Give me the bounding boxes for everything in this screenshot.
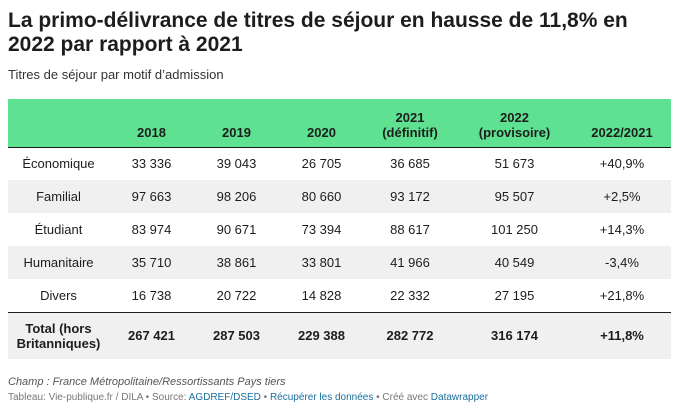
table-cell: 80 660	[279, 180, 364, 213]
table-cell: 93 172	[364, 180, 456, 213]
header-cell: 2021 (définitif)	[364, 99, 456, 148]
table-row: Divers 16 738 20 722 14 828 22 332 27 195 +21,…	[8, 279, 671, 312]
header-cell: 2022 (provisoire)	[456, 99, 573, 148]
table-row: Humanitaire 35 710 38 861 33 801 41 966 40 54…	[8, 246, 671, 279]
table-cell: 41 966	[364, 246, 456, 279]
table-cell: +21,8%	[599, 287, 645, 303]
header-row: 2018 2019 2020 2021 (définitif) 2022 (provis…	[8, 99, 671, 148]
footer-separator: •	[260, 392, 270, 403]
download-data-link[interactable]: Récupérer les données	[269, 392, 374, 403]
footer-prefix: Tableau: Vie-publique.fr / DILA • Source…	[8, 392, 189, 403]
page-subtitle: Titres de séjour par motif d’admission	[8, 67, 224, 82]
row-label: Humanitaire	[8, 246, 109, 279]
table-cell: 33 336	[131, 156, 172, 172]
table-row: Familial 97 663 98 206 80 660 93 172 95 507 +2…	[8, 180, 671, 213]
table-cell: 97 663	[109, 180, 194, 213]
datawrapper-link[interactable]: Datawrapper	[430, 392, 489, 403]
table-cell: 36 685	[390, 156, 430, 172]
table-cell: 14 828	[301, 287, 342, 303]
total-cell: 229 388	[279, 311, 364, 359]
table-body: Économique 33 336 39 043 26 705 36 685 51 673…	[8, 147, 671, 359]
total-cell: 267 421	[109, 311, 194, 359]
table-cell: +40,9%	[599, 156, 645, 172]
total-row: Total (hors Britanniques) 267 421 287 503 2…	[8, 311, 671, 359]
total-cell: 282 772	[364, 311, 456, 359]
table-cell: 95 507	[456, 180, 573, 213]
table-cell: 83 974	[131, 222, 172, 237]
table-cell: 27 195	[494, 287, 535, 303]
table-cell: 73 394	[301, 222, 342, 237]
table-cell: +2,5%	[573, 180, 671, 213]
page-title: La primo-délivrance de titres de séjour …	[8, 9, 628, 56]
table-cell: 40 549	[456, 246, 573, 279]
row-label: Divers	[40, 287, 77, 303]
table-cell: 39 043	[216, 156, 257, 172]
header-cell: 2020	[279, 99, 364, 148]
table-cell: 16 738	[131, 287, 172, 303]
table-cell: 88 617	[390, 222, 430, 237]
table-cell: 33 801	[279, 246, 364, 279]
table-cell: 98 206	[194, 180, 279, 213]
header-cell: 2022/2021	[573, 99, 671, 148]
header-cell: 2018	[109, 99, 194, 148]
table-cell: 22 332	[390, 287, 430, 303]
header-cell-empty	[8, 99, 109, 148]
table-row: Étudiant 83 974 90 671 73 394 88 617 101 250 +…	[8, 213, 671, 246]
total-cell: 316 174	[456, 311, 573, 359]
table-cell: 90 671	[216, 222, 257, 237]
table-cell: 35 710	[109, 246, 194, 279]
table-header: 2018 2019 2020 2021 (définitif) 2022 (provis…	[8, 99, 671, 148]
table-cell: 20 722	[216, 287, 257, 303]
table-cell: 101 250	[491, 222, 538, 237]
footer: Tableau: Vie-publique.fr / DILA • Source…	[8, 392, 488, 403]
total-cell: +11,8%	[573, 311, 671, 359]
table-row: Économique 33 336 39 043 26 705 36 685 51 673…	[8, 147, 671, 180]
source-link[interactable]: AGDREF/DSED	[188, 392, 261, 403]
table-cell: 26 705	[301, 156, 342, 172]
table-cell: -3,4%	[573, 246, 671, 279]
row-label: Économique	[22, 156, 95, 172]
footer-created-with: • Créé avec	[373, 392, 431, 403]
total-cell: 287 503	[194, 311, 279, 359]
data-table: 2018 2019 2020 2021 (définitif) 2022 (provis…	[8, 99, 671, 359]
notes: Champ : France Métropolitaine/Ressortiss…	[8, 376, 286, 388]
header-cell: 2019	[194, 99, 279, 148]
table-cell: 38 861	[194, 246, 279, 279]
table-cell: +14,3%	[599, 222, 645, 237]
row-label: Familial	[8, 180, 109, 213]
table-cell: 51 673	[494, 156, 535, 172]
row-label: Étudiant	[34, 222, 83, 237]
total-label: Total (hors Britanniques)	[8, 311, 109, 359]
